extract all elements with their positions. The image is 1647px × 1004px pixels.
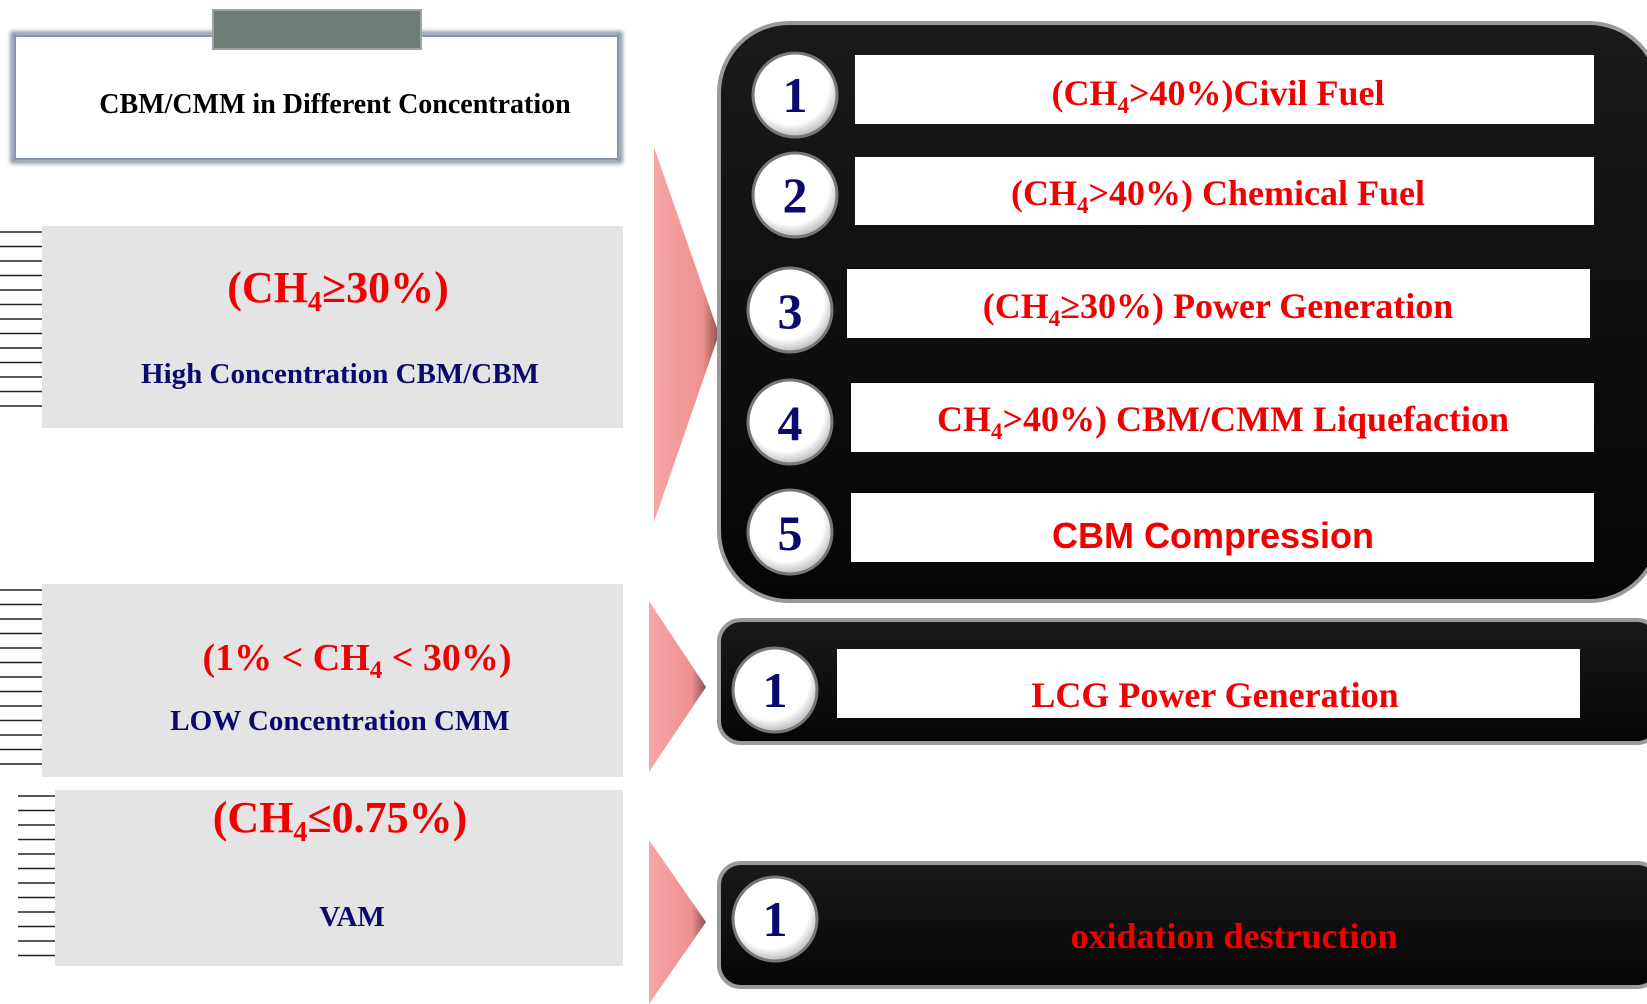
use-label: (CH4>40%) Chemical Fuel	[1011, 173, 1425, 218]
range-text: < 30%)	[382, 637, 511, 679]
use-label: (CH4≥30%) Power Generation	[983, 286, 1454, 331]
group-range: (CH4≥30%)	[227, 263, 448, 318]
use-number: 2	[783, 167, 808, 223]
range-text: ≤0.75%)	[307, 793, 467, 842]
use-number: 1	[763, 891, 788, 947]
range-text: ≥30%)	[322, 263, 449, 312]
range-sub: 4	[370, 657, 383, 684]
use-text: CH	[937, 399, 991, 439]
use-badge	[751, 151, 839, 239]
use-bar	[855, 157, 1594, 225]
use-sub: 4	[1077, 193, 1089, 218]
use-badge	[746, 488, 834, 576]
use-bar	[847, 269, 1590, 338]
use-text: ≥30%) Power Generation	[1060, 286, 1453, 326]
use-badge	[731, 646, 819, 734]
use-badge	[731, 875, 819, 963]
use-number: 4	[778, 395, 803, 451]
title-box	[14, 35, 619, 160]
group-panel	[42, 584, 623, 777]
use-text: >40%) CBM/CMM Liquefaction	[1003, 399, 1509, 439]
use-badge	[746, 266, 834, 354]
use-bar	[851, 383, 1594, 452]
group-range: (CH4≤0.75%)	[213, 793, 467, 848]
use-number: 1	[763, 662, 788, 718]
use-text: >40%)Civil Fuel	[1129, 73, 1385, 113]
use-bar	[851, 493, 1594, 562]
use-text: (CH	[1052, 73, 1118, 113]
range-sub: 4	[293, 817, 307, 848]
title-tab	[212, 9, 422, 50]
range-text: (CH	[227, 263, 308, 312]
group-label: VAM	[319, 901, 385, 933]
arrow	[649, 601, 706, 772]
use-number: 3	[778, 283, 803, 339]
use-sub: 4	[991, 419, 1003, 444]
arrow	[654, 147, 719, 522]
range-sub: 4	[308, 287, 322, 318]
title: CBM/CMM in Different Concentration	[99, 89, 571, 120]
arrow	[649, 840, 706, 1004]
use-text: (CH	[1011, 173, 1077, 213]
use-label: CH4>40%) CBM/CMM Liquefaction	[937, 399, 1509, 444]
use-bar	[837, 649, 1580, 718]
group-label: High Concentration CBM/CBM	[141, 358, 539, 390]
use-label: (CH4>40%)Civil Fuel	[1052, 73, 1385, 118]
use-badge	[751, 51, 839, 139]
group-panel	[55, 790, 623, 966]
group-panel	[42, 226, 623, 428]
use-number: 1	[783, 67, 808, 123]
use-bar	[855, 55, 1594, 124]
use-label: LCG Power Generation	[1031, 675, 1398, 715]
range-text: (CH	[213, 793, 294, 842]
group-label: LOW Concentration CMM	[170, 705, 509, 737]
use-text: (CH	[983, 286, 1049, 326]
use-label: oxidation destruction	[1070, 916, 1397, 956]
use-label: CBM Compression	[1052, 515, 1374, 556]
use-text: >40%) Chemical Fuel	[1089, 173, 1425, 213]
use-badge	[746, 378, 834, 466]
use-panel	[717, 861, 1647, 989]
use-sub: 4	[1049, 306, 1061, 331]
group-range: (1% < CH4 < 30%)	[202, 637, 511, 684]
use-sub: 4	[1118, 93, 1130, 118]
range-text: (1% < CH	[202, 637, 369, 679]
use-number: 5	[778, 505, 803, 561]
